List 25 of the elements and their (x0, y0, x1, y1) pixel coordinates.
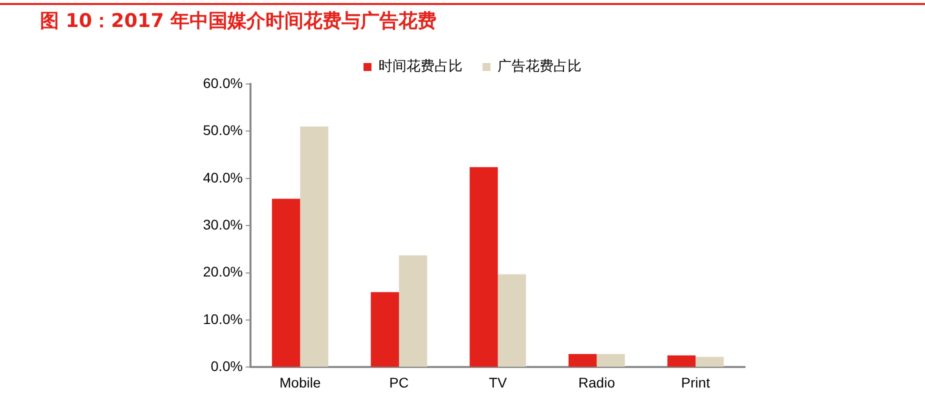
y-tick-label: 40.0% (202, 169, 243, 186)
bar (667, 355, 696, 367)
bar (596, 354, 625, 367)
y-tick-label: 10.0% (202, 310, 243, 327)
bar (272, 198, 300, 367)
bar (398, 255, 428, 367)
chart-title: 图 10：2017 年中国媒介时间花费与广告花费 (40, 9, 437, 34)
bar (470, 167, 498, 367)
bar (568, 354, 597, 367)
y-tick-label: 0.0% (210, 358, 243, 374)
bar (370, 292, 399, 367)
y-tick-label: 20.0% (202, 264, 243, 280)
x-tick-label: TV (488, 374, 508, 390)
y-tick-label: 30.0% (202, 216, 243, 232)
bar (300, 126, 328, 367)
y-tick-label: 50.0% (202, 122, 243, 138)
x-tick-label: Mobile (280, 374, 321, 390)
legend-label: 广告花费占比 (498, 58, 582, 75)
x-tick-label: Radio (578, 374, 616, 390)
x-tick-label: PC (389, 374, 409, 390)
bar (498, 274, 526, 367)
legend-label: 时间花费占比 (378, 58, 462, 75)
x-tick-label: Print (681, 374, 710, 390)
y-tick-label: 60.0% (202, 74, 243, 91)
bar (696, 356, 724, 367)
